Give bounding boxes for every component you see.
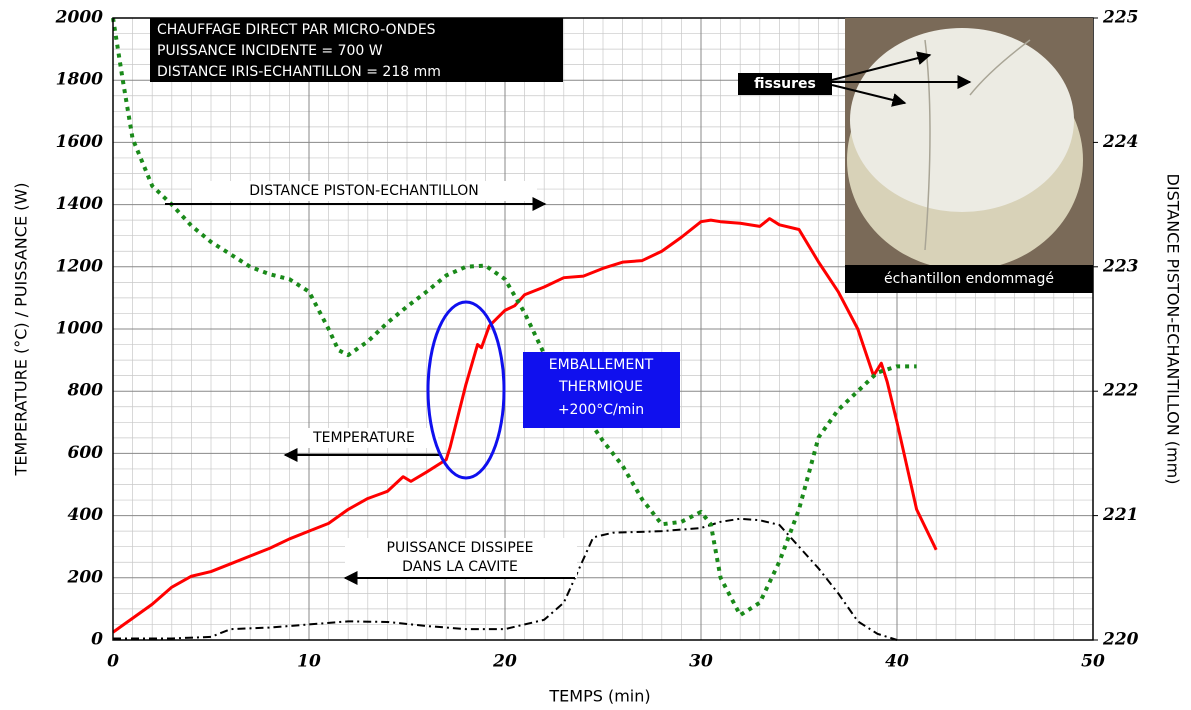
y-tick-label: 1000 xyxy=(56,319,103,339)
runaway-text: THERMIQUE xyxy=(558,379,643,395)
lines xyxy=(111,17,938,641)
x-tick-label: 50 xyxy=(1081,652,1105,672)
y-tick-label: 200 xyxy=(67,567,104,587)
y2-tick-label: 221 xyxy=(1102,505,1139,525)
y-tick-label: 1600 xyxy=(56,132,103,152)
y-tick-label: 400 xyxy=(68,505,104,525)
x-tick-label: 20 xyxy=(492,652,517,672)
y2-tick-label: 225 xyxy=(1102,8,1139,28)
y2-axis-label: DISTANCE PISTON-ECHANTILLON (mm) xyxy=(1164,174,1183,485)
y2-tick-label: 222 xyxy=(1102,381,1139,401)
runaway-text: +200°C/min xyxy=(558,402,644,418)
conditions-box xyxy=(150,18,563,82)
y-tick-label: 0 xyxy=(91,630,103,650)
y2-tick-label: 223 xyxy=(1102,256,1139,276)
power-label: DANS LA CAVITE xyxy=(402,559,518,575)
runaway-ellipse xyxy=(426,300,506,480)
power-label: PUISSANCE DISSIPEE xyxy=(387,540,534,556)
y-tick-label: 600 xyxy=(68,443,104,463)
runaway-box xyxy=(523,352,680,428)
grid xyxy=(112,17,1094,641)
runaway-text: EMBALLEMENT xyxy=(549,357,654,373)
conditions-line: CHAUFFAGE DIRECT PAR MICRO-ONDES xyxy=(157,22,436,38)
y-tick-label: 2000 xyxy=(55,8,103,28)
series-line xyxy=(111,17,917,618)
photo-caption: échantillon endommagé xyxy=(884,271,1054,287)
x-axis-label: TEMPS (min) xyxy=(548,687,650,706)
x-tick-label: 0 xyxy=(107,652,119,672)
y-tick-label: 1200 xyxy=(56,256,103,276)
x-tick-label: 30 xyxy=(689,652,713,672)
y-tick-label: 800 xyxy=(67,381,104,401)
temperature-label: TEMPERATURE xyxy=(312,430,415,446)
y2-tick-label: 224 xyxy=(1102,132,1139,152)
label-bg xyxy=(192,181,537,201)
photo xyxy=(845,18,1093,293)
y-tick-label: 1400 xyxy=(56,194,103,214)
y2-tick-label: 220 xyxy=(1102,630,1139,650)
y-axis-label: TEMPERATURE (°C) / PUISSANCE (W) xyxy=(12,183,31,477)
distance-label: DISTANCE PISTON-ECHANTILLON xyxy=(249,183,478,199)
arrow xyxy=(831,51,932,81)
y-tick-label: 1800 xyxy=(56,70,103,90)
cracks-box xyxy=(738,73,832,95)
x-tick-label: 10 xyxy=(297,652,321,672)
conditions-line: DISTANCE IRIS-ECHANTILLON = 218 mm xyxy=(157,64,441,80)
x-tick-label: 40 xyxy=(885,652,909,672)
cracks-label: fissures xyxy=(754,76,816,92)
series-line xyxy=(112,217,938,634)
plot-frame xyxy=(112,17,1094,641)
label-bg xyxy=(290,428,438,448)
conditions-line: PUISSANCE INCIDENTE = 700 W xyxy=(157,43,383,59)
label-bg xyxy=(345,538,577,578)
arrow xyxy=(831,84,907,107)
